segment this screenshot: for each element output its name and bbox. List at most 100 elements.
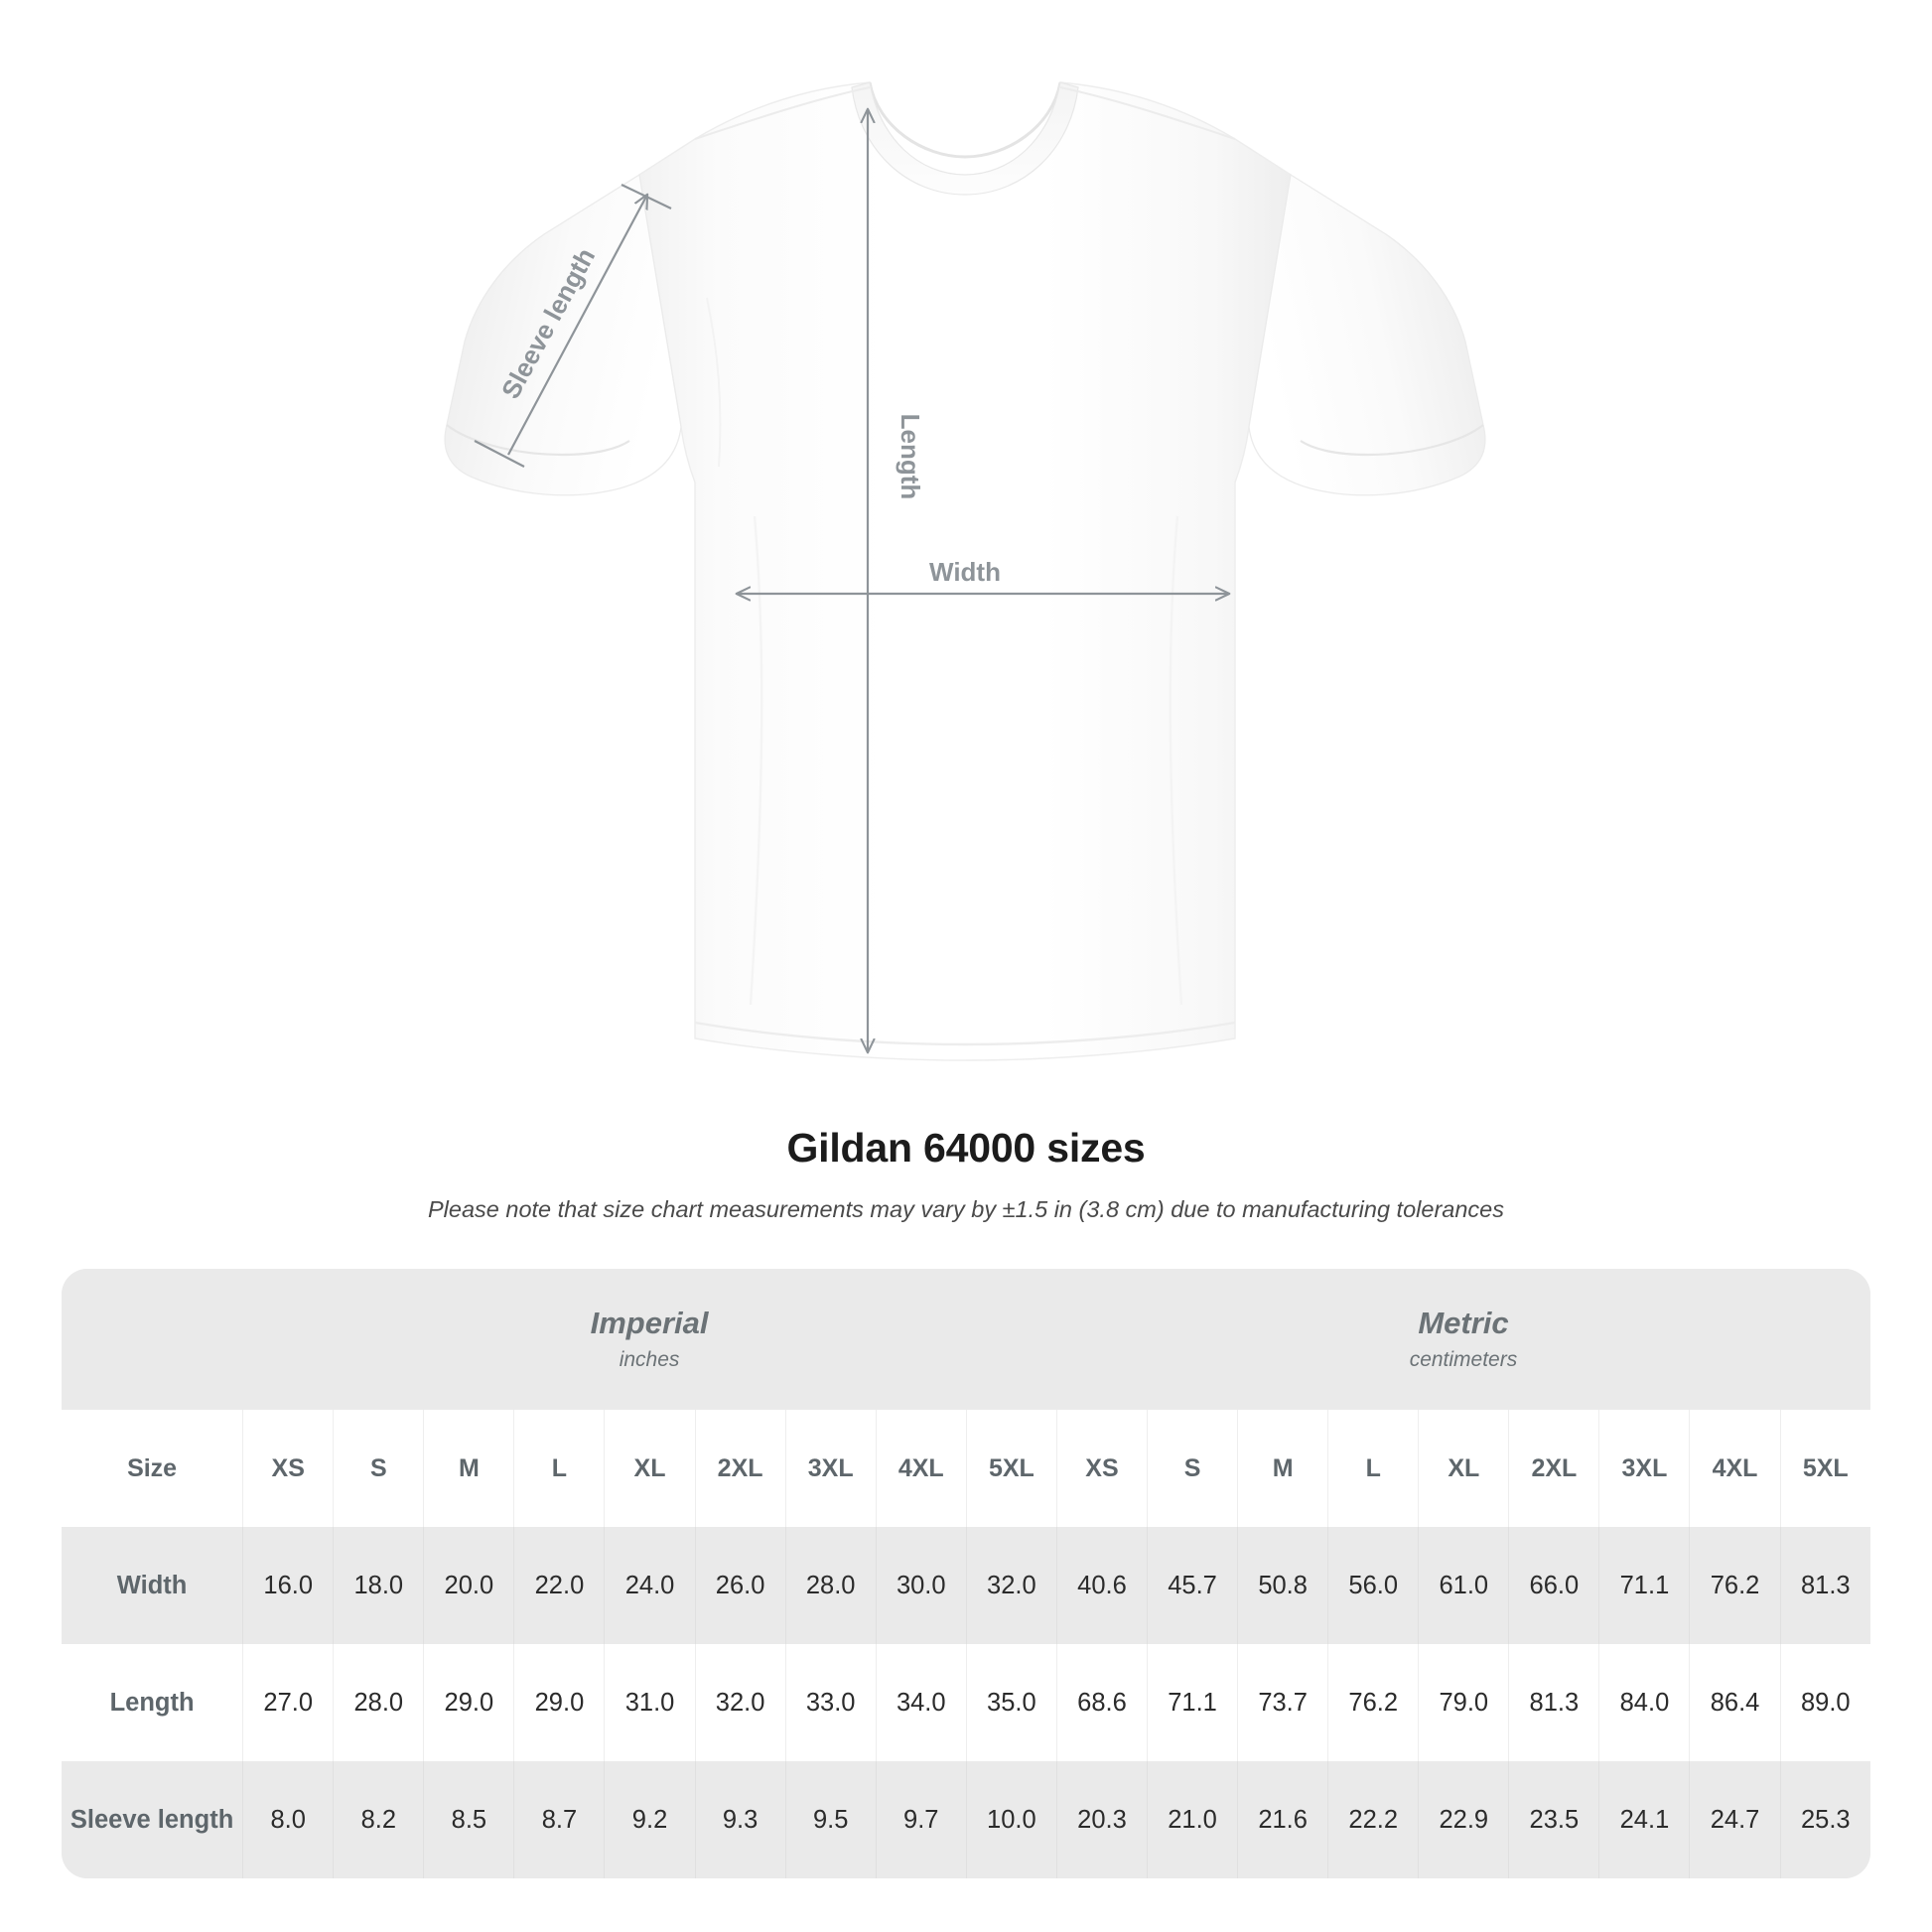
table-cell: 18.0 bbox=[333, 1527, 424, 1644]
table-row: Width 16.0 18.0 20.0 22.0 24.0 26.0 28.0 30.0 32.… bbox=[62, 1527, 1870, 1644]
unit-group-units: inches bbox=[619, 1348, 680, 1372]
column-header-size-metric-4xl: 4XL bbox=[1689, 1410, 1780, 1527]
row-label-sleeve-length: Sleeve length bbox=[62, 1761, 243, 1878]
table-cell: 40.6 bbox=[1055, 1527, 1148, 1644]
table-cell: 9.5 bbox=[784, 1761, 876, 1878]
measurement-guides bbox=[474, 109, 1229, 1052]
table-cell: 28.0 bbox=[784, 1527, 876, 1644]
table-cell: 10.0 bbox=[965, 1761, 1056, 1878]
table-cell: 9.3 bbox=[694, 1761, 785, 1878]
table-cell: 76.2 bbox=[1689, 1527, 1780, 1644]
sleeve-length-tick-top bbox=[621, 184, 672, 209]
unit-group-name: Metric bbox=[1418, 1306, 1509, 1341]
column-header-size-metric-xl: XL bbox=[1418, 1410, 1509, 1527]
table-cell: 8.0 bbox=[242, 1761, 334, 1878]
table-cell: 9.2 bbox=[604, 1761, 695, 1878]
table-cell: 23.5 bbox=[1508, 1761, 1599, 1878]
table-cell: 73.7 bbox=[1237, 1644, 1328, 1761]
row-label-width: Width bbox=[62, 1527, 243, 1644]
unit-banner-spacer bbox=[62, 1269, 243, 1410]
table-cell: 21.6 bbox=[1237, 1761, 1328, 1878]
length-label: Length bbox=[896, 414, 925, 500]
table-cell: 56.0 bbox=[1327, 1527, 1419, 1644]
table-cell: 24.0 bbox=[604, 1527, 695, 1644]
table-cell: 30.0 bbox=[875, 1527, 966, 1644]
column-header-size-metric-2xl: 2XL bbox=[1508, 1410, 1599, 1527]
table-cell: 8.7 bbox=[513, 1761, 605, 1878]
page-title: Gildan 64000 sizes bbox=[786, 1125, 1146, 1171]
table-cell: 71.1 bbox=[1598, 1527, 1690, 1644]
table-cell: 20.0 bbox=[423, 1527, 514, 1644]
column-header-size-metric-3xl: 3XL bbox=[1598, 1410, 1690, 1527]
column-header-size-metric-l: L bbox=[1327, 1410, 1419, 1527]
table-cell: 76.2 bbox=[1327, 1644, 1419, 1761]
column-header-size-imperial-5xl: 5XL bbox=[965, 1410, 1056, 1527]
table-cell: 68.6 bbox=[1055, 1644, 1148, 1761]
table-cell: 8.2 bbox=[333, 1761, 424, 1878]
table-cell: 86.4 bbox=[1689, 1644, 1780, 1761]
sleeve-length-tick-bottom bbox=[474, 440, 525, 468]
unit-group-imperial: Imperial inches bbox=[242, 1269, 1056, 1410]
table-cell: 24.1 bbox=[1598, 1761, 1690, 1878]
table-cell: 35.0 bbox=[965, 1644, 1056, 1761]
unit-group-metric: Metric centimeters bbox=[1055, 1269, 1870, 1410]
unit-group-name: Imperial bbox=[590, 1306, 709, 1341]
table-cell: 20.3 bbox=[1055, 1761, 1148, 1878]
column-header-size-imperial-2xl: 2XL bbox=[694, 1410, 785, 1527]
table-cell: 29.0 bbox=[513, 1644, 605, 1761]
table-cell: 9.7 bbox=[875, 1761, 966, 1878]
tolerance-note: Please note that size chart measurements… bbox=[428, 1196, 1504, 1223]
table-cell: 89.0 bbox=[1779, 1644, 1870, 1761]
table-cell: 8.5 bbox=[423, 1761, 514, 1878]
chart-caption: Gildan 64000 sizes Please note that size… bbox=[0, 1124, 1932, 1225]
table-cell: 28.0 bbox=[333, 1644, 424, 1761]
table-cell: 31.0 bbox=[604, 1644, 695, 1761]
table-cell: 21.0 bbox=[1147, 1761, 1238, 1878]
table-cell: 45.7 bbox=[1147, 1527, 1238, 1644]
table-cell: 33.0 bbox=[784, 1644, 876, 1761]
sleeve-length-arrow bbox=[507, 195, 647, 456]
tshirt-diagram-svg: Sleeve length Length Width bbox=[444, 81, 1486, 1061]
table-cell: 84.0 bbox=[1598, 1644, 1690, 1761]
column-header-size-metric-m: M bbox=[1237, 1410, 1328, 1527]
table-cell: 71.1 bbox=[1147, 1644, 1238, 1761]
table-cell: 16.0 bbox=[242, 1527, 334, 1644]
table-cell: 22.9 bbox=[1418, 1761, 1509, 1878]
table-cell: 32.0 bbox=[694, 1644, 785, 1761]
column-header-size-imperial-l: L bbox=[513, 1410, 605, 1527]
size-table-container: Imperial inches Metric centimeters Size XS S M L… bbox=[62, 1269, 1870, 1878]
column-header-size-imperial-4xl: 4XL bbox=[875, 1410, 966, 1527]
column-header-size-metric-xs: XS bbox=[1055, 1410, 1148, 1527]
column-header-size-imperial-xs: XS bbox=[242, 1410, 334, 1527]
table-cell: 26.0 bbox=[694, 1527, 785, 1644]
table-cell: 22.2 bbox=[1327, 1761, 1419, 1878]
size-header-row: Size XS S M L XL 2XL 3XL 4XL 5XL XS S M L XL 2XL 3XL 4XL 5… bbox=[62, 1410, 1870, 1527]
width-label: Width bbox=[929, 557, 1001, 587]
table-cell: 66.0 bbox=[1508, 1527, 1599, 1644]
size-chart-table: Imperial inches Metric centimeters Size XS S M L… bbox=[62, 1269, 1870, 1878]
table-row: Length 27.0 28.0 29.0 29.0 31.0 32.0 33.0 34.0 35… bbox=[62, 1644, 1870, 1761]
row-label-length: Length bbox=[62, 1644, 243, 1761]
unit-banner-row: Imperial inches Metric centimeters bbox=[62, 1269, 1870, 1410]
tshirt-graphic bbox=[444, 81, 1486, 1061]
table-cell: 79.0 bbox=[1418, 1644, 1509, 1761]
table-row: Sleeve length 8.0 8.2 8.5 8.7 9.2 9.3 9.5 9.7 10.… bbox=[62, 1761, 1870, 1878]
table-cell: 81.3 bbox=[1779, 1527, 1870, 1644]
column-header-size-metric-s: S bbox=[1147, 1410, 1238, 1527]
unit-group-units: centimeters bbox=[1409, 1348, 1518, 1372]
table-cell: 24.7 bbox=[1689, 1761, 1780, 1878]
column-header-size: Size bbox=[62, 1410, 243, 1527]
column-header-size-imperial-s: S bbox=[333, 1410, 424, 1527]
table-cell: 22.0 bbox=[513, 1527, 605, 1644]
table-cell: 34.0 bbox=[875, 1644, 966, 1761]
table-cell: 29.0 bbox=[423, 1644, 514, 1761]
table-cell: 25.3 bbox=[1779, 1761, 1870, 1878]
column-header-size-imperial-m: M bbox=[423, 1410, 514, 1527]
table-cell: 50.8 bbox=[1237, 1527, 1328, 1644]
table-cell: 27.0 bbox=[242, 1644, 334, 1761]
table-cell: 81.3 bbox=[1508, 1644, 1599, 1761]
column-header-size-metric-5xl: 5XL bbox=[1779, 1410, 1870, 1527]
tshirt-measurement-illustration: Sleeve length Length Width bbox=[444, 81, 1486, 1061]
column-header-size-imperial-3xl: 3XL bbox=[784, 1410, 876, 1527]
